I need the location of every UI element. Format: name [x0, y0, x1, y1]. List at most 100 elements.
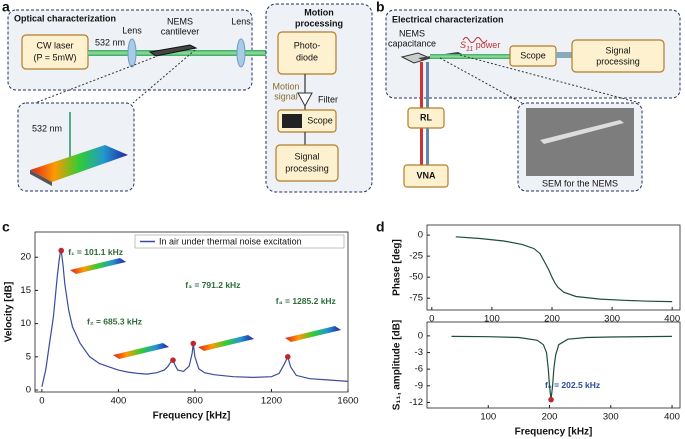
y-axis-label: Phase [deg] [392, 239, 403, 296]
y-tick-label: -50 [409, 272, 423, 283]
y-tick-label: 0 [26, 385, 31, 396]
signal-path [430, 54, 510, 59]
rl-label: RL [420, 112, 432, 122]
mode-shape [113, 343, 169, 359]
data-line [455, 236, 673, 303]
sem-cantilever [540, 120, 624, 144]
peak-marker [548, 396, 554, 403]
peak-marker [170, 357, 176, 363]
sem-caption: SEM for the NEMS [542, 178, 618, 188]
lens [236, 38, 246, 68]
y-tick-label: 5 [26, 351, 31, 362]
motion-title: processing [295, 18, 343, 28]
scope-screen [282, 114, 302, 128]
annotation: f₂ = 685.3 kHz [87, 316, 142, 326]
x-tick-label: 800 [187, 396, 203, 407]
x-tick-label: 100 [484, 314, 500, 325]
x-tick-label: 1600 [337, 396, 358, 407]
scope-label: Scope [520, 50, 546, 60]
panel-label: d [376, 219, 385, 235]
legend-label: In air under thermal noise excitation [159, 236, 302, 246]
inset-wavelength: 532 nm [32, 123, 62, 133]
y-tick-label: 0 [418, 230, 423, 241]
peak-marker [58, 247, 65, 254]
y-tick-label: -9 [415, 380, 423, 391]
processing-label: processing [596, 56, 640, 66]
data-line [451, 335, 673, 400]
peak-marker [190, 340, 197, 347]
panel-label: a [2, 0, 10, 15]
scope-label: Scope [307, 115, 333, 125]
x-tick-label: 400 [664, 412, 680, 423]
x-axis-label: Frequency [kHz] [515, 427, 593, 438]
legend-box [134, 234, 345, 249]
plot-frame [34, 231, 349, 393]
panel-label: b [376, 0, 385, 15]
inset-cantilever [30, 145, 128, 182]
y-tick-label: -75 [409, 293, 423, 304]
processing-label: Signal [294, 151, 319, 161]
x-tick-label: 300 [604, 314, 620, 325]
rl-box [407, 107, 445, 129]
x-tick-label: 200 [542, 412, 558, 423]
mode-shape [198, 335, 254, 351]
plot-frame [426, 321, 681, 409]
annotation: f₃ = 791.2 kHz [185, 280, 240, 290]
s11-power: power [473, 40, 500, 50]
mode-shape [70, 258, 126, 274]
nems-label: NEMS [399, 28, 425, 38]
laser-power: (P = 5mW) [33, 52, 76, 62]
x-tick-label: 400 [664, 314, 680, 325]
zoom-line [459, 54, 641, 104]
mode-shape [285, 326, 341, 342]
y-tick-label: -6 [415, 364, 423, 375]
processing-box [571, 39, 665, 73]
laser-beam [88, 50, 278, 56]
panel-label: c [2, 219, 10, 235]
x-tick-label: 300 [603, 412, 619, 423]
s11-label: S11 power [460, 40, 500, 52]
motion-title: Motion [304, 7, 334, 17]
y-tick-label: -12 [409, 397, 423, 408]
y-axis-label: Velocity [dB] [4, 282, 15, 343]
optical-title: Optical characterization [14, 13, 116, 23]
filter-label: Filter [318, 94, 338, 104]
nems-label: cantilever [161, 26, 200, 36]
x-tick-label: 0 [39, 396, 44, 407]
y-tick-label: 15 [20, 285, 31, 296]
y-tick-label: 10 [20, 318, 31, 329]
y-tick-label: 20 [20, 252, 31, 263]
x-axis-label: Frequency [kHz] [153, 411, 231, 422]
inset-frame [17, 102, 135, 192]
electrical-title: Electrical characterization [392, 14, 504, 24]
photodiode-label: diode [296, 52, 318, 62]
nems-label: capacitance [388, 38, 436, 48]
zoom-line [132, 49, 196, 104]
laser-label: CW laser [36, 40, 73, 50]
wavelength: 532 nm [95, 37, 125, 47]
annotation: f₄ = 1285.2 kHz [276, 296, 336, 306]
x-tick-label: 0 [429, 314, 434, 325]
photodiode-box [277, 31, 337, 75]
photodiode-label: Photo- [294, 40, 321, 50]
x-tick-label: 1200 [261, 396, 282, 407]
peak-marker [284, 354, 291, 360]
plot-frame [426, 224, 681, 311]
annotation: f₀ = 202.5 kHz [545, 380, 600, 390]
y-tick-label: 0 [418, 330, 423, 341]
processing-label: Signal [605, 45, 630, 55]
vna-label: VNA [416, 170, 436, 180]
motion-signal: signal [274, 91, 298, 101]
rf-wave [462, 37, 488, 43]
zoom-line [439, 57, 523, 104]
lens [127, 38, 137, 68]
processing-box [275, 144, 339, 182]
motion-signal: Motion [272, 81, 299, 91]
s11-symbol: S [460, 40, 466, 50]
signal-path [556, 52, 572, 58]
annotation: f₁ = 101.1 kHz [68, 247, 123, 257]
filter [297, 92, 313, 108]
inset-cantilever-side [30, 170, 52, 186]
y-tick-label: -3 [415, 347, 423, 358]
